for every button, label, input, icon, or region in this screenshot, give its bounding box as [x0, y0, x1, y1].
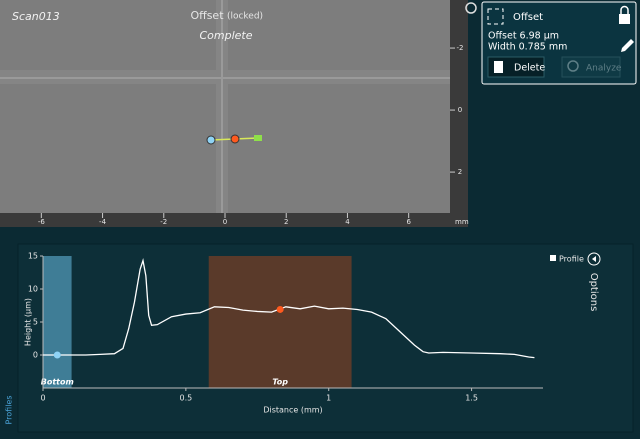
analyze-label: Analyze	[586, 64, 622, 74]
handle[interactable]	[230, 134, 240, 144]
x-ruler	[0, 213, 450, 227]
mode-state: (locked)	[227, 12, 263, 22]
x-tick-label: 1	[326, 394, 331, 403]
y-tick-label: 5	[33, 318, 38, 327]
width-value: Width 0.785 mm	[488, 42, 567, 53]
legend-swatch	[550, 255, 556, 261]
ruler-label: -4	[99, 218, 107, 226]
x-tick-label: 1.5	[465, 394, 478, 403]
ruler-label: 2	[458, 168, 462, 176]
offset-value: Offset 6.98 µm	[488, 31, 559, 42]
x-tick-label: 0.5	[179, 394, 192, 403]
lock-shackle	[620, 5, 629, 14]
offset-icon	[487, 8, 504, 25]
marker	[276, 305, 284, 313]
ruler-label: -2	[457, 44, 464, 52]
y-tick-label: 15	[28, 252, 38, 261]
legend-label: Profile	[559, 255, 584, 264]
lock-icon[interactable]	[619, 14, 630, 24]
scan-title: Scan013	[12, 10, 60, 23]
options-label[interactable]: Options	[588, 273, 599, 312]
panel-title: Offset	[513, 12, 543, 23]
region	[43, 256, 72, 388]
y-ruler	[450, 0, 468, 227]
ruler-label: 0	[223, 218, 227, 226]
edit-icon[interactable]	[621, 39, 634, 52]
ruler-unit: mm	[455, 218, 469, 226]
y-tick-label: 10	[28, 285, 38, 294]
ruler-label: -2	[160, 218, 167, 226]
mode: Offset	[190, 9, 224, 22]
profile-line	[43, 258, 535, 359]
options-icon[interactable]	[587, 252, 601, 266]
ruler-label: 2	[284, 218, 288, 226]
ruler-label: 4	[345, 218, 350, 226]
region-label: Bottom	[41, 378, 74, 387]
y-axis-label: Height (µm)	[24, 298, 33, 346]
marker	[53, 351, 61, 359]
delete-label: Delete	[514, 63, 545, 74]
region	[208, 256, 352, 388]
ruler-label: 6	[406, 218, 411, 226]
profiles-tab[interactable]: Profiles	[5, 395, 14, 424]
x-axis-label: Distance (mm)	[263, 406, 322, 415]
handle[interactable]	[206, 135, 216, 145]
settings-icon[interactable]	[465, 2, 477, 14]
analyze-icon	[567, 60, 579, 72]
handle[interactable]	[254, 135, 262, 141]
ruler-label: 0	[458, 106, 462, 114]
x-tick-label: 0	[40, 394, 45, 403]
y-tick-label: 0	[33, 351, 38, 360]
trash-icon	[494, 61, 503, 73]
options-arrow	[592, 256, 596, 262]
region-label: Top	[272, 378, 288, 387]
status: Complete	[199, 29, 252, 42]
ruler-label: -6	[38, 218, 46, 226]
